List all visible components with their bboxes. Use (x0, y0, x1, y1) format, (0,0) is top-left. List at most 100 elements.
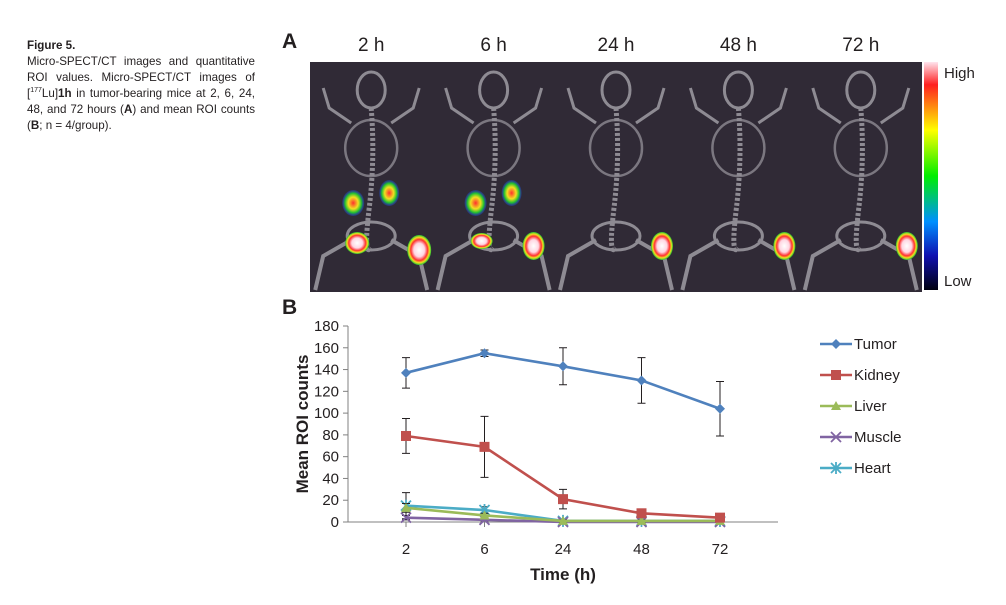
caption-ref-a: A (123, 103, 133, 116)
mouse-image (680, 70, 797, 291)
forelimb-shape (444, 87, 544, 125)
x-tick-label: 24 (555, 541, 572, 558)
ribcage-shape (343, 118, 399, 178)
ribcage-shape (833, 118, 889, 178)
x-tick-label: 2 (402, 541, 410, 558)
pelvis-shape (468, 220, 520, 252)
tumor-uptake (345, 232, 370, 254)
y-tick-label: 60 (322, 449, 339, 466)
data-point (558, 494, 568, 505)
ribcage-shape (588, 118, 644, 178)
y-tick-label: 120 (314, 383, 339, 400)
series-kidney (401, 415, 725, 523)
data-point (831, 370, 841, 380)
data-point (401, 367, 411, 378)
mouse-image (558, 70, 674, 291)
mouse-image (435, 70, 552, 291)
caption-isotope-mass: 177 (30, 87, 42, 95)
y-tick-label: 140 (314, 362, 339, 379)
legend-item: Kidney (820, 367, 900, 384)
caption-text-middle: in tumor-bearing mice at 2, 6, 24, 48, a… (27, 87, 255, 116)
legend-label: Tumor (854, 336, 897, 353)
spine-shape (364, 107, 376, 253)
y-tick-label: 100 (314, 405, 339, 422)
forelimb-shape (321, 87, 421, 125)
colorbar (924, 62, 938, 290)
caption-isotope: Lu] (41, 87, 59, 100)
roi-line-chart: 0 20 40 60 80 100 120 140 160 180 2 6 24 48 72 Tumor Ki… (293, 318, 902, 584)
ribcage-shape (711, 118, 766, 178)
y-axis-title: Mean ROI counts (293, 355, 312, 494)
chart-legend: Tumor Kidney Liver Muscle Heart (820, 336, 902, 477)
mouse-image (313, 70, 432, 291)
pelvis-shape (712, 220, 764, 252)
data-point (715, 403, 725, 414)
legend-item: Heart (820, 460, 892, 477)
panel-b-label: B (282, 296, 298, 319)
x-axis-title: Time (h) (530, 565, 596, 584)
legend-item: Liver (820, 398, 887, 415)
forelimb-shape (566, 87, 666, 125)
data-point (558, 361, 568, 372)
spine-shape (608, 107, 621, 253)
caption-text-between: ) and mean ROI counts ( (27, 103, 255, 132)
colorbar-high-label: High (944, 65, 975, 82)
y-tick-label: 40 (322, 470, 339, 487)
data-point (831, 401, 841, 410)
caption-compound: 1h (58, 87, 72, 100)
kidney-uptake (501, 180, 522, 206)
caption-ref-b: B (30, 119, 40, 132)
data-point (479, 348, 490, 359)
y-tick-label: 180 (314, 318, 339, 335)
x-tick-label: 6 (480, 541, 488, 558)
legend-label: Muscle (854, 429, 902, 446)
panel-a-label: A (282, 30, 298, 53)
colorbar-low-label: Low (944, 273, 972, 290)
mouse-images (313, 70, 919, 291)
timepoint-label: 24 h (598, 35, 635, 56)
data-point (715, 512, 725, 523)
caption-text-n: ; n = 4/group). (39, 119, 112, 132)
y-tick-label: 0 (331, 514, 339, 531)
pelvis-shape (590, 220, 642, 252)
data-point (400, 512, 412, 524)
data-point (830, 462, 842, 474)
legend-label: Liver (854, 398, 887, 415)
ribcage-shape (466, 118, 521, 178)
data-point (636, 375, 647, 386)
forelimb-shape (811, 87, 911, 125)
data-point (401, 502, 411, 512)
x-tick-label: 48 (633, 541, 650, 558)
spine-shape (853, 107, 865, 253)
spine-shape (731, 107, 743, 253)
data-point (831, 339, 841, 349)
figure-caption: Figure 5. Micro-SPECT/CT images and quan… (27, 38, 255, 134)
spect-ct-image-panel: 2 h 6 h 24 h 48 h 72 h High Low (310, 35, 975, 292)
tumor-uptake (407, 235, 432, 265)
legend-label: Heart (854, 460, 892, 477)
forelimb-shape (688, 87, 788, 125)
pelvis-shape (345, 220, 397, 252)
chart-plot-area (400, 347, 726, 528)
data-point (558, 515, 568, 525)
data-point (636, 515, 647, 525)
tumor-uptake (651, 232, 673, 260)
caption-text-before: Micro-SPECT/CT images and quantitative R… (27, 55, 255, 100)
legend-item: Tumor (820, 336, 897, 353)
y-tick-label: 160 (314, 340, 339, 357)
kidney-uptake (379, 180, 400, 206)
legend-label: Kidney (854, 367, 900, 384)
tumor-uptake (895, 232, 918, 260)
series-tumor (401, 347, 725, 437)
timepoint-labels: 2 h 6 h 24 h 48 h 72 h (358, 35, 879, 56)
timepoint-label: 6 h (480, 35, 506, 56)
kidney-uptake (464, 190, 487, 216)
mouse-image (802, 70, 919, 291)
timepoint-label: 2 h (358, 35, 384, 56)
data-point (401, 430, 411, 441)
timepoint-label: 72 h (842, 35, 879, 56)
y-tick-label: 80 (322, 427, 339, 444)
data-point (636, 508, 647, 519)
tumor-uptake (773, 232, 796, 260)
tumor-uptake (522, 232, 545, 260)
